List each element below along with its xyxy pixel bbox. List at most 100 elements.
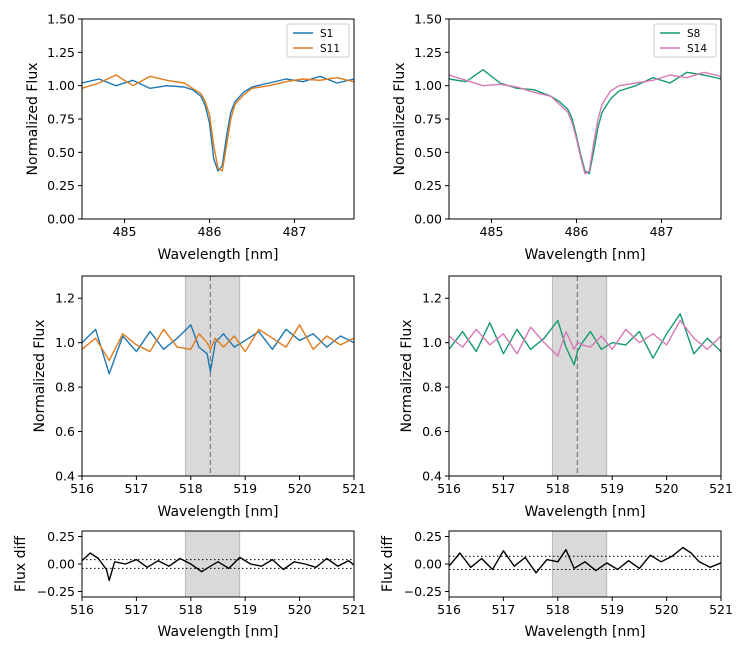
x-tick-label: 516 xyxy=(437,602,461,617)
y-tick-label: 1.0 xyxy=(55,335,75,350)
x-tick-label: 516 xyxy=(437,481,461,496)
panel-bottom-left: 516 517 518 519 520 521 −0.25 0.00 0.25 Waveleng… xyxy=(13,529,366,640)
y-tick-label: 0.4 xyxy=(55,469,75,484)
y-tick-label: 1.50 xyxy=(47,12,75,27)
shaded-region xyxy=(184,275,241,477)
shaded-region xyxy=(551,530,608,598)
legend-label-s11: S11 xyxy=(320,43,340,55)
x-axis-label: Wavelength [nm] xyxy=(158,624,279,640)
y-tick-label: 0.6 xyxy=(55,424,75,439)
legend-label-s14: S14 xyxy=(687,43,707,55)
x-tick-label: 519 xyxy=(233,481,257,496)
y-tick-label: 0.25 xyxy=(414,529,442,544)
x-tick-label: 487 xyxy=(283,224,307,239)
y-tick-label: 0.75 xyxy=(47,112,75,127)
series-line-s8 xyxy=(449,313,721,366)
y-tick-label: 1.00 xyxy=(47,78,75,93)
y-tick-label: 0.25 xyxy=(414,178,442,193)
y-tick-label: 1.00 xyxy=(414,78,442,93)
panel-middle-right: 516 517 518 519 520 521 0.4 0.6 0.8 1.0 1.2 Wavele… xyxy=(399,275,733,520)
plot-frame xyxy=(448,275,722,477)
x-tick-label: 521 xyxy=(342,602,366,617)
series-line-s1 xyxy=(82,75,354,172)
x-axis-label: Wavelength [nm] xyxy=(525,504,646,520)
y-tick-label: −0.25 xyxy=(37,584,75,599)
y-tick-label: 1.2 xyxy=(55,291,75,306)
y-tick-label: 0.8 xyxy=(422,380,442,395)
y-tick-label: 0.00 xyxy=(47,212,75,227)
panel-middle-left: 516 517 518 519 520 521 0.4 0.6 0.8 1.0 1.2 Wavele… xyxy=(32,275,366,520)
x-tick-label: 517 xyxy=(124,602,148,617)
x-tick-label: 487 xyxy=(650,224,674,239)
legend-label-s8: S8 xyxy=(687,28,700,40)
y-tick-label: 1.25 xyxy=(47,45,75,60)
legend: S8 S14 xyxy=(653,23,717,58)
x-tick-label: 521 xyxy=(709,602,733,617)
y-tick-label: 1.0 xyxy=(422,335,442,350)
x-tick-label: 518 xyxy=(179,481,203,496)
y-tick-label: 0.4 xyxy=(422,469,442,484)
y-axis-label: Normalized Flux xyxy=(25,63,41,176)
x-tick-label: 520 xyxy=(288,481,312,496)
x-tick-label: 517 xyxy=(124,481,148,496)
series-line-diff xyxy=(82,552,354,582)
y-tick-label: 0.8 xyxy=(55,380,75,395)
x-tick-label: 520 xyxy=(288,602,312,617)
shaded-region xyxy=(551,275,608,477)
x-tick-label: 486 xyxy=(198,224,222,239)
series-line-s14 xyxy=(449,71,721,175)
y-tick-label: 0.00 xyxy=(47,557,75,572)
x-tick-label: 517 xyxy=(491,602,515,617)
x-tick-label: 519 xyxy=(233,602,257,617)
x-axis-label: Wavelength [nm] xyxy=(158,247,279,263)
series-line-s11 xyxy=(82,74,354,172)
x-tick-label: 521 xyxy=(709,481,733,496)
x-tick-label: 518 xyxy=(546,602,570,617)
x-tick-label: 516 xyxy=(70,481,94,496)
x-tick-label: 485 xyxy=(113,224,137,239)
y-tick-label: 0.50 xyxy=(414,145,442,160)
x-tick-label: 517 xyxy=(491,481,515,496)
plot-frame xyxy=(81,275,355,477)
legend-label-s1: S1 xyxy=(320,28,333,40)
x-tick-label: 516 xyxy=(70,602,94,617)
y-tick-label: 1.2 xyxy=(422,291,442,306)
y-axis-label: Normalized Flux xyxy=(32,320,48,433)
x-tick-label: 520 xyxy=(655,602,679,617)
y-axis-label: Normalized Flux xyxy=(392,63,408,176)
x-tick-label: 518 xyxy=(546,481,570,496)
series-line-diff xyxy=(449,546,721,574)
x-tick-label: 519 xyxy=(600,481,624,496)
y-tick-label: 0.75 xyxy=(414,112,442,127)
series-line-s1 xyxy=(82,324,354,375)
y-axis-label: Normalized Flux xyxy=(399,320,415,433)
x-tick-label: 518 xyxy=(179,602,203,617)
panel-top-left: 485 486 487 0.00 0.25 0.50 0.75 1.00 1.25 1.50 Wa… xyxy=(25,12,355,263)
x-axis-label: Wavelength [nm] xyxy=(525,247,646,263)
shaded-region xyxy=(184,530,241,598)
y-axis-label: Flux diff xyxy=(380,536,396,592)
y-tick-label: 0.25 xyxy=(47,178,75,193)
x-tick-label: 486 xyxy=(565,224,589,239)
series-line-s11 xyxy=(82,324,354,362)
y-tick-label: 0.00 xyxy=(414,212,442,227)
y-tick-label: 0.50 xyxy=(47,145,75,160)
x-tick-label: 485 xyxy=(480,224,504,239)
panel-top-right: 485 486 487 0.00 0.25 0.50 0.75 1.00 1.25 1.50 Wa… xyxy=(392,12,722,263)
y-tick-label: 0.25 xyxy=(47,529,75,544)
legend: S1 S11 xyxy=(286,23,350,58)
y-tick-label: 1.50 xyxy=(414,12,442,27)
series-line-s14 xyxy=(449,319,721,357)
y-tick-label: 0.6 xyxy=(422,424,442,439)
x-axis-label: Wavelength [nm] xyxy=(525,624,646,640)
y-tick-label: 1.25 xyxy=(414,45,442,60)
x-tick-label: 519 xyxy=(600,602,624,617)
y-axis-label: Flux diff xyxy=(13,536,29,592)
panel-bottom-right: 516 517 518 519 520 521 −0.25 0.00 0.25 Waveleng… xyxy=(380,529,733,640)
y-tick-label: −0.25 xyxy=(404,584,442,599)
x-tick-label: 521 xyxy=(342,481,366,496)
x-tick-label: 520 xyxy=(655,481,679,496)
y-tick-label: 0.00 xyxy=(414,557,442,572)
x-axis-label: Wavelength [nm] xyxy=(158,504,279,520)
